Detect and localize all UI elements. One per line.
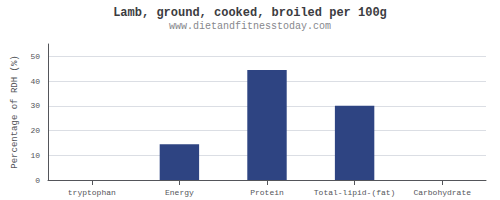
svg-text:10: 10 xyxy=(30,151,40,160)
svg-text:0: 0 xyxy=(35,176,40,185)
svg-text:tryptophan: tryptophan xyxy=(68,188,116,197)
svg-text:30: 30 xyxy=(30,101,40,110)
svg-text:Protein: Protein xyxy=(250,188,284,197)
svg-text:40: 40 xyxy=(30,77,40,86)
svg-text:Total-lipid-(fat): Total-lipid-(fat) xyxy=(314,188,396,197)
svg-text:20: 20 xyxy=(30,126,40,135)
svg-text:www.dietandfitnesstoday.com: www.dietandfitnesstoday.com xyxy=(169,21,331,32)
svg-text:Percentage of RDH (%): Percentage of RDH (%) xyxy=(10,55,20,168)
svg-text:Lamb, ground, cooked, broiled: Lamb, ground, cooked, broiled per 100g xyxy=(113,6,387,20)
svg-text:Carbohydrate: Carbohydrate xyxy=(413,188,471,197)
svg-text:50: 50 xyxy=(30,52,40,61)
svg-text:Energy: Energy xyxy=(165,188,194,197)
